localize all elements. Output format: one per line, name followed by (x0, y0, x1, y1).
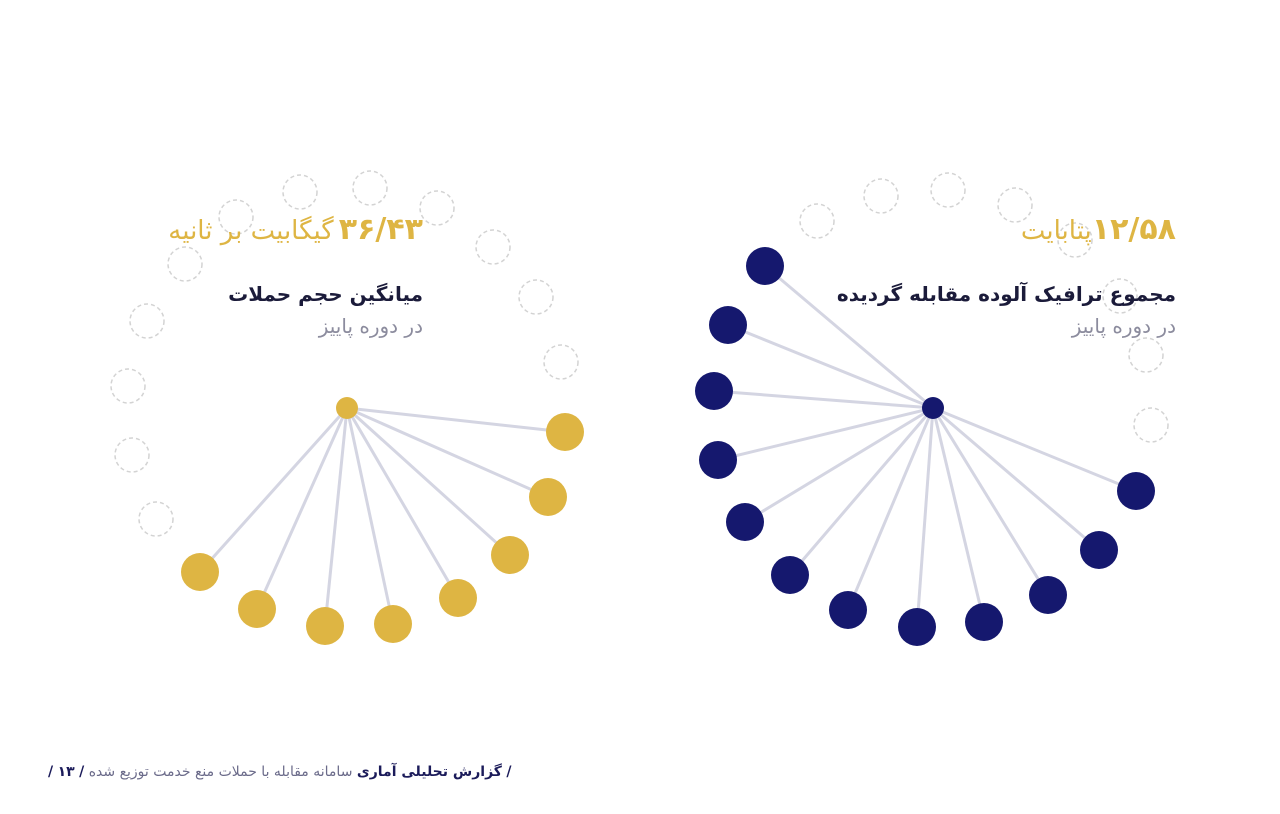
left-node (181, 553, 219, 591)
left-node (491, 536, 529, 574)
dashed-circle (110, 368, 146, 404)
left-stat-label: میانگین حجم حملات (228, 282, 423, 306)
right-stat-label: مجموع ترافیک آلوده مقابله گردیده (836, 282, 1176, 306)
left-spoke (323, 407, 349, 627)
right-node (726, 503, 764, 541)
left-node (546, 413, 584, 451)
left-spoke (255, 407, 349, 610)
right-spoke (764, 264, 934, 410)
right-spoke (915, 407, 935, 628)
dashed-circle (352, 170, 388, 206)
left-node (238, 590, 276, 628)
dashed-circle (1102, 278, 1138, 314)
right-stat-unit: پتابایت (1020, 216, 1092, 246)
right-stat-subtitle: در دوره پاییز (1071, 314, 1176, 338)
footer-page-number: ۱۳ (57, 764, 75, 780)
left-stat-unit: گیگابیت بر ثانیه (168, 216, 334, 246)
left-stat-number: ۳۶/۴۳ (338, 212, 423, 247)
right-hub (922, 397, 944, 419)
footer: / گزارش تحلیلی آماری سامانه مقابله با حم… (48, 764, 512, 780)
right-node (695, 372, 733, 410)
dashed-circle (1128, 337, 1164, 373)
left-spoke (345, 407, 395, 625)
right-node (1117, 472, 1155, 510)
right-node (746, 247, 784, 285)
right-spoke (717, 406, 934, 462)
left-spoke (345, 407, 460, 599)
dashed-circle (1133, 407, 1169, 443)
right-node (829, 591, 867, 629)
right-node (898, 608, 936, 646)
right-spoke (788, 407, 935, 576)
dashed-circle (799, 203, 835, 239)
footer-slash-middle: / (79, 764, 85, 780)
right-spoke (727, 323, 934, 410)
right-spoke (846, 407, 935, 611)
right-spoke (713, 389, 934, 410)
right-node (965, 603, 1003, 641)
footer-title: گزارش تحلیلی آماری (356, 764, 502, 780)
right-node (709, 306, 747, 344)
right-node (1080, 531, 1118, 569)
dashed-circle (167, 246, 203, 282)
right-spoke (744, 406, 934, 524)
footer-slash-right: / (506, 764, 512, 780)
dashed-circle (114, 437, 150, 473)
left-spoke (346, 406, 549, 499)
right-stat-value: ۱۲/۵۸پتابایت (1021, 212, 1176, 247)
left-node (374, 605, 412, 643)
left-node (439, 579, 477, 617)
left-node (306, 607, 344, 645)
footer-description: سامانه مقابله با حملات منع خدمت توزیع شد… (88, 764, 353, 780)
dashed-circle (419, 190, 455, 226)
right-node (1029, 576, 1067, 614)
dashed-circle (863, 178, 899, 214)
right-spoke (932, 406, 1100, 552)
right-node (771, 556, 809, 594)
dashed-circle (997, 187, 1033, 223)
dashed-circle (282, 174, 318, 210)
dashed-circle (930, 172, 966, 208)
right-stat-number: ۱۲/۵۸ (1091, 212, 1176, 247)
dashed-circle (138, 501, 174, 537)
dashed-circle (475, 229, 511, 265)
left-spoke (346, 406, 566, 434)
right-spoke (931, 407, 1050, 596)
right-spoke (931, 407, 986, 623)
left-hub (336, 397, 358, 419)
dashed-circle (1057, 222, 1093, 258)
right-node (699, 441, 737, 479)
left-node (529, 478, 567, 516)
dashed-circle (218, 199, 254, 235)
dashed-circle (518, 279, 554, 315)
footer-slash-left: / (48, 764, 54, 780)
left-stat-subtitle: در دوره پاییز (318, 314, 423, 338)
left-spoke (345, 406, 512, 557)
left-stat-value: ۳۶/۴۳ گیگابیت بر ثانیه (168, 212, 423, 247)
left-spoke (198, 406, 349, 574)
dashed-circle (543, 344, 579, 380)
dashed-circle (129, 303, 165, 339)
right-spoke (932, 406, 1137, 493)
